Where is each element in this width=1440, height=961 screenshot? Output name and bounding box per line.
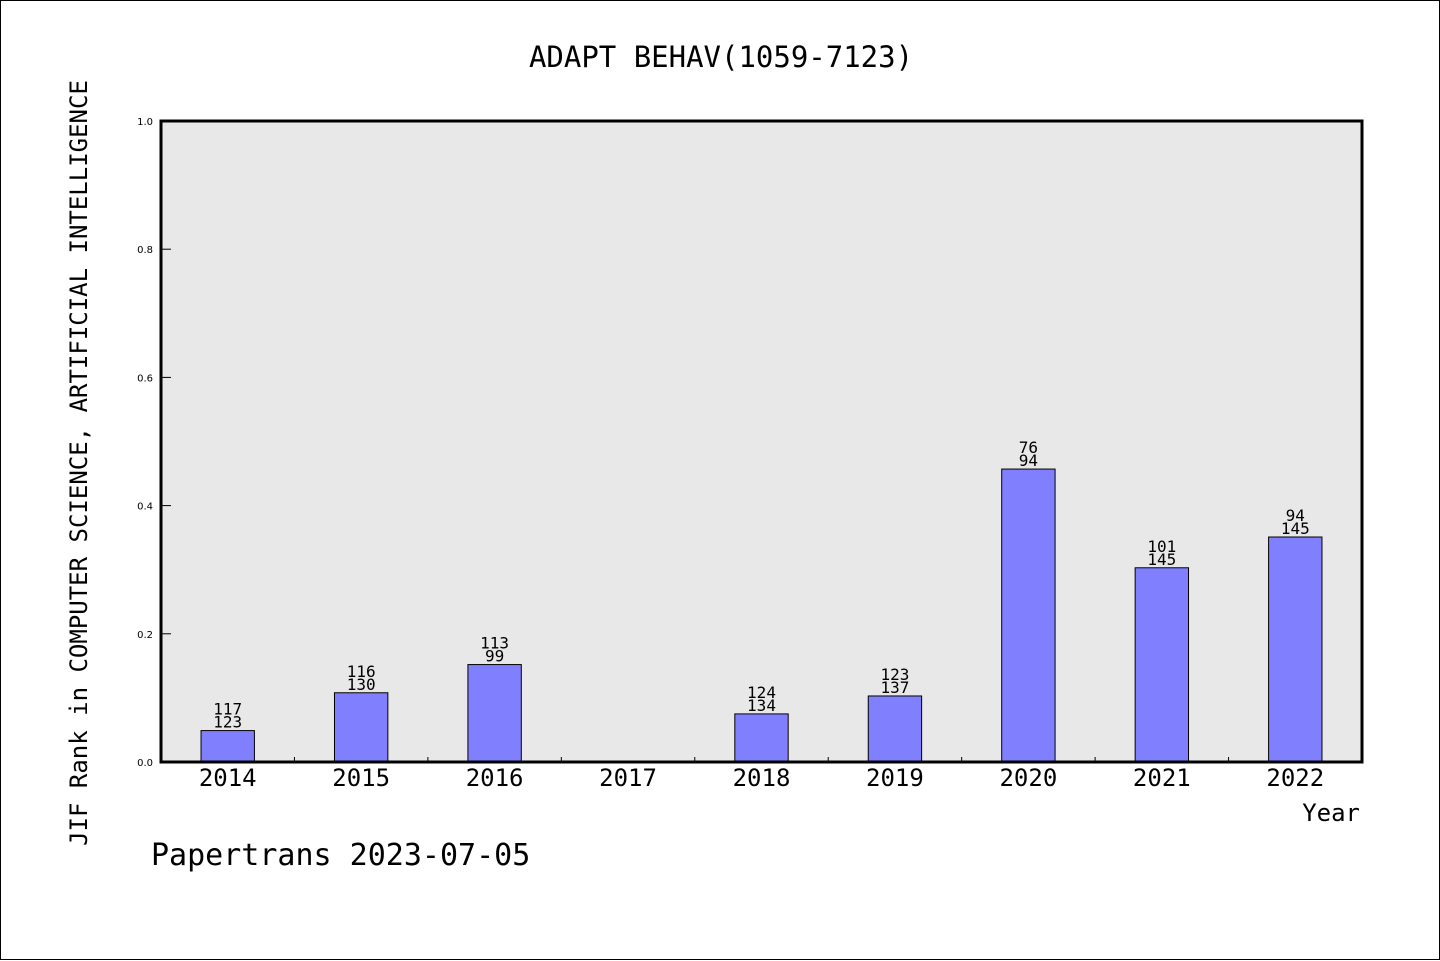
bar-label-rank: 124 [747, 683, 776, 702]
x-tick-label: 2022 [1266, 764, 1324, 792]
bar-label-total: 130 [347, 675, 376, 694]
bar-label-rank: 113 [480, 634, 509, 653]
x-axis-ticks: 2014 2015 2016 2017 2018 2019 2020 2021 2022 [199, 757, 1324, 792]
bar-label-total: 99 [485, 647, 504, 666]
bar-label-total: 123 [213, 713, 242, 732]
bar-label-total: 145 [1147, 550, 1176, 569]
bar-label-total: 137 [880, 678, 909, 697]
bar-label-rank: 116 [347, 662, 376, 681]
x-tick-label: 2018 [733, 764, 791, 792]
x-tick-label: 2017 [599, 764, 657, 792]
bar-label-rank: 94 [1286, 506, 1305, 525]
bar-label-total: 145 [1281, 519, 1310, 538]
bar-2018 [734, 713, 789, 763]
plot-border [159, 119, 1364, 764]
bar-2021 [1134, 567, 1190, 763]
bar-label-rank: 123 [880, 665, 909, 684]
bar-2020 [1001, 468, 1056, 763]
bar-value-labels: 1171231161301139912413412313776941011459… [213, 438, 1309, 732]
chart-title: ADAPT BEHAV(1059-7123) [529, 40, 913, 74]
x-tick-label: 2019 [866, 764, 924, 792]
y-tick-label: 0.2 [137, 630, 153, 641]
bar-2022 [1268, 536, 1323, 763]
x-axis-label: Year [1302, 799, 1360, 827]
y-tick-label: 0.8 [137, 245, 153, 256]
bar-2016 [467, 664, 522, 763]
x-tick-label: 2021 [1133, 764, 1191, 792]
bar-label-rank: 101 [1147, 537, 1176, 556]
y-tick-label: 0.4 [137, 502, 153, 513]
bar-label-total: 94 [1019, 451, 1038, 470]
bar-label-rank: 117 [213, 700, 242, 719]
y-tick-label: 1.0 [137, 117, 153, 128]
bar-2014 [200, 730, 255, 763]
y-tick-label: 0.6 [137, 373, 153, 384]
x-tick-label: 2016 [466, 764, 524, 792]
bar-2019 [867, 695, 923, 763]
bar-label-total: 134 [747, 696, 776, 715]
x-tick-label: 2014 [199, 764, 257, 792]
y-tick-label: 0.0 [137, 758, 153, 769]
x-tick-label: 2020 [999, 764, 1057, 792]
bar-label-rank: 76 [1019, 438, 1038, 457]
bar-2015 [333, 692, 389, 763]
y-axis-label: JIF Rank in COMPUTER SCIENCE, ARTIFICIAL… [65, 80, 93, 846]
bar-series [200, 468, 1323, 763]
x-tick-label: 2015 [332, 764, 390, 792]
watermark-text: Papertrans 2023-07-05 [151, 838, 530, 873]
